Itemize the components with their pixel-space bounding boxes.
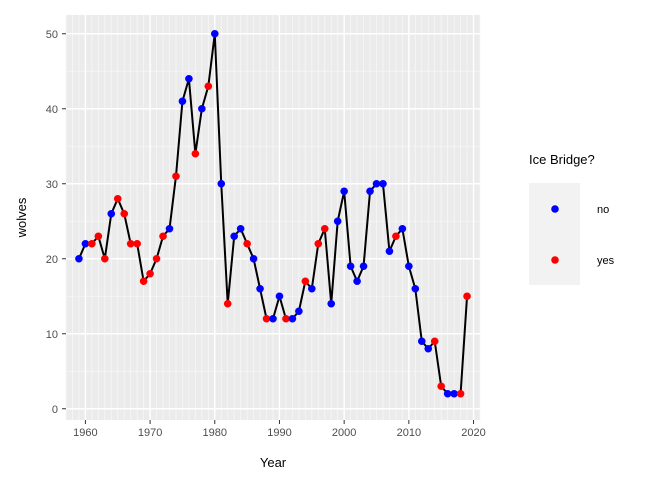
data-point-1996	[314, 239, 323, 248]
data-point-2000	[340, 187, 348, 196]
data-point-2018	[456, 389, 465, 398]
x-tick-label: 1960	[73, 427, 97, 439]
data-point-1979	[204, 82, 213, 91]
major-gridlines	[66, 15, 480, 420]
x-tick-label: 2000	[332, 427, 356, 439]
data-point-2004	[366, 187, 374, 196]
data-point-1982	[223, 299, 232, 308]
x-axis-title: Year	[260, 455, 287, 470]
data-point-2006	[379, 179, 387, 188]
legend: Ice Bridge? no yes	[529, 152, 615, 285]
data-point-1988	[262, 314, 271, 323]
data-point-1991	[282, 314, 290, 323]
data-point-1967	[126, 239, 135, 248]
data-point-2008	[392, 232, 400, 241]
data-point-2019	[463, 292, 471, 301]
data-point-1959	[75, 254, 83, 263]
data-point-1995	[308, 284, 316, 293]
data-point-2005	[372, 179, 381, 188]
x-tick-label: 2010	[397, 427, 421, 439]
data-point-1961	[88, 239, 96, 248]
data-point-1990	[275, 292, 284, 301]
data-point-1960	[81, 239, 90, 248]
data-point-1977	[191, 149, 200, 158]
data-point-1969	[139, 277, 148, 286]
data-point-2016	[443, 389, 452, 398]
data-point-1989	[269, 314, 277, 323]
data-point-1963	[101, 254, 109, 263]
legend-label-yes: yes	[597, 255, 615, 267]
data-point-2011	[411, 284, 420, 293]
data-point-1999	[333, 217, 342, 226]
data-point-2017	[450, 389, 458, 398]
legend-label-no: no	[597, 204, 609, 216]
x-tick-label: 2020	[461, 427, 485, 439]
y-tick-label: 0	[52, 404, 58, 416]
data-points	[75, 29, 471, 398]
data-point-1962	[94, 232, 103, 241]
data-point-1986	[249, 254, 258, 263]
data-point-1975	[178, 97, 187, 106]
data-point-1978	[198, 104, 206, 113]
x-tick-label: 1980	[203, 427, 227, 439]
x-tick-label: 1990	[267, 427, 291, 439]
data-point-1971	[152, 254, 161, 263]
data-point-1965	[113, 194, 122, 203]
data-point-2015	[437, 382, 445, 391]
data-point-1964	[107, 209, 116, 218]
data-point-1997	[320, 224, 329, 233]
y-tick-label: 30	[46, 179, 58, 191]
data-point-1984	[236, 224, 245, 233]
x-tick-label: 1970	[138, 427, 162, 439]
data-point-1994	[301, 277, 310, 286]
data-point-2010	[405, 262, 413, 271]
data-point-1993	[295, 307, 303, 316]
data-point-2001	[346, 262, 355, 271]
data-point-2014	[430, 337, 439, 346]
y-tick-label: 50	[46, 29, 58, 41]
y-axis-title: wolves	[14, 197, 29, 238]
data-point-1992	[288, 314, 297, 323]
axis-ticks	[62, 33, 475, 424]
data-point-1998	[327, 299, 336, 308]
y-tick-label: 40	[46, 104, 58, 116]
data-point-1970	[146, 269, 154, 278]
legend-dot-yes	[551, 256, 559, 264]
y-axis-tick-labels: 0 10 20 30 40 50	[46, 29, 58, 416]
y-tick-label: 20	[46, 254, 58, 266]
data-point-1983	[230, 232, 238, 241]
data-point-1987	[256, 284, 264, 293]
data-point-1973	[165, 224, 174, 233]
data-point-2012	[417, 337, 426, 346]
data-point-2003	[359, 262, 368, 271]
data-point-2007	[385, 247, 394, 256]
data-point-1985	[243, 239, 251, 248]
data-point-1976	[185, 74, 193, 83]
data-point-2009	[398, 224, 407, 233]
data-point-1968	[133, 239, 141, 248]
data-point-1972	[159, 232, 167, 241]
y-tick-label: 10	[46, 329, 58, 341]
data-point-2002	[353, 277, 361, 286]
data-point-1966	[120, 209, 129, 218]
legend-dot-no	[551, 205, 559, 213]
data-point-1981	[217, 179, 226, 188]
data-point-2013	[424, 344, 433, 353]
data-point-1974	[172, 172, 180, 181]
x-axis-tick-labels: 1960 1970 1980 1990 2000 2010 2020	[73, 427, 486, 439]
data-point-1980	[210, 29, 219, 38]
legend-title: Ice Bridge?	[529, 152, 595, 167]
